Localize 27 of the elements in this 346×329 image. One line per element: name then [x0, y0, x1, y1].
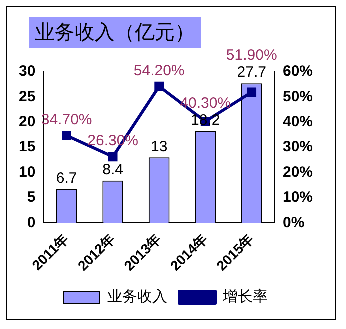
data-label: 8.4 [102, 162, 124, 179]
chart-title: 业务收入（亿元） [29, 17, 201, 48]
y2-tick-label: 0% [282, 214, 305, 232]
y-tick-label: 5 [27, 189, 36, 206]
legend-label: 业务收入 [108, 288, 168, 306]
data-label: 13 [150, 138, 168, 156]
y-tick-label: 20 [18, 114, 36, 131]
y2-tick-label: 30% [282, 138, 314, 156]
data-label: 6.7 [56, 170, 78, 188]
y2-tick-label: 20% [282, 164, 314, 181]
point [62, 131, 72, 140]
point [247, 88, 257, 98]
y-tick-label: 30 [18, 63, 36, 80]
point [108, 152, 118, 162]
y2-tick-label: 10% [282, 189, 314, 206]
data-label: 54.20% [134, 62, 185, 80]
y-tick-label: 0 [27, 214, 36, 232]
y2-tick-label: 50% [282, 88, 314, 106]
legend-label: 增长率 [222, 288, 268, 306]
data-label: 27.7 [237, 64, 266, 82]
y-tick-label: 15 [18, 138, 36, 156]
point [154, 82, 164, 92]
y-tick-label: 10 [18, 164, 36, 181]
y2-tick-label: 60% [282, 63, 314, 80]
data-label: 51.90% [226, 47, 278, 64]
y-tick-label: 25 [18, 88, 36, 106]
y2-tick-label: 40% [282, 114, 314, 131]
